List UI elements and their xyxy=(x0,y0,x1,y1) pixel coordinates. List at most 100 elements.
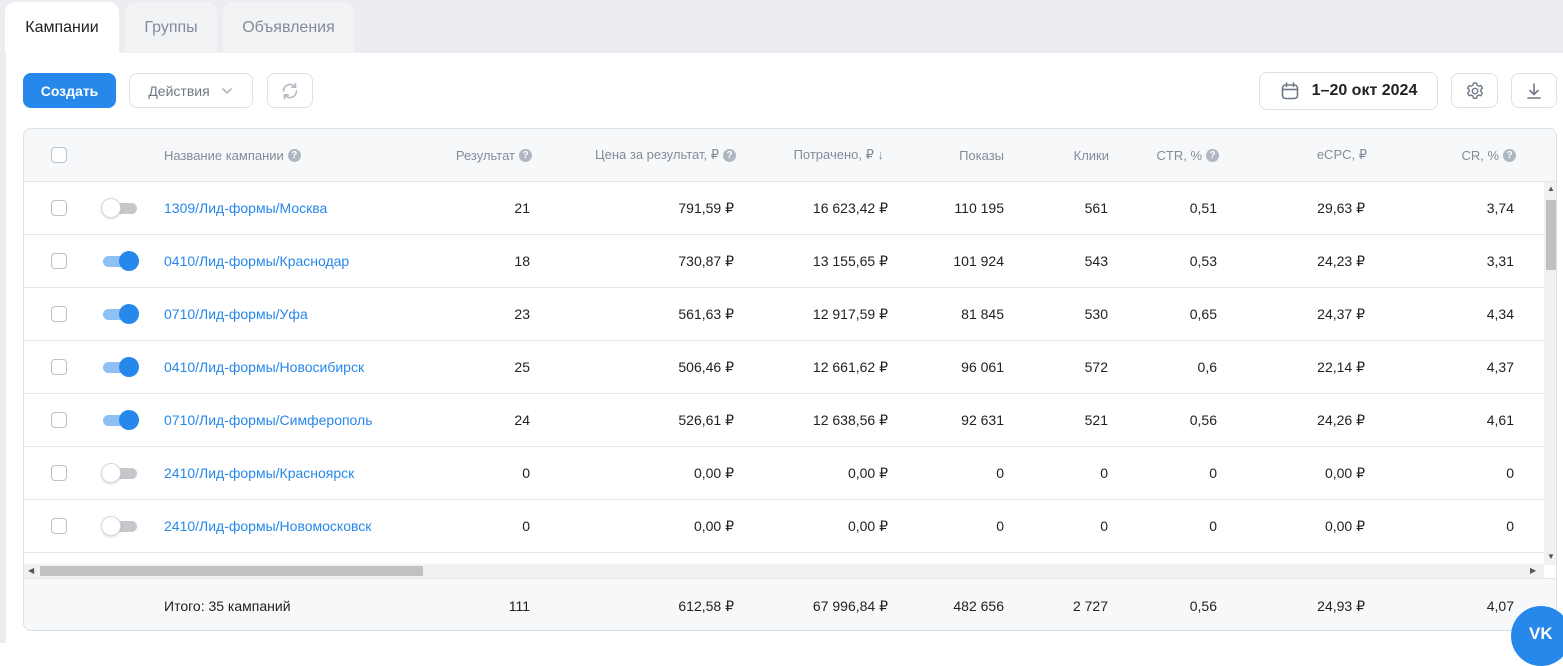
row-checkbox[interactable] xyxy=(51,253,67,269)
campaign-status-toggle[interactable] xyxy=(101,410,139,430)
tab-groups[interactable]: Группы xyxy=(125,2,217,53)
cell-result: 21 xyxy=(514,200,530,216)
table-row[interactable]: 2410/Лид-формы/Новомосковск 0 0,00 ₽ 0,00 ₽… xyxy=(24,500,1544,553)
cell-shows: 96 061 xyxy=(961,359,1004,375)
row-checkbox[interactable] xyxy=(51,412,67,428)
totals-clicks: 2 727 xyxy=(1072,598,1108,614)
header-ctr[interactable]: CTR, %? xyxy=(1124,129,1219,181)
cell-result: 23 xyxy=(514,306,530,322)
campaign-status-toggle[interactable] xyxy=(101,516,139,536)
table-header: Название кампании? Результат? Цена за ре… xyxy=(24,129,1556,182)
header-cr[interactable]: CR, %? xyxy=(1404,129,1516,181)
refresh-button[interactable] xyxy=(267,73,313,108)
cell-ecpc: 24,23 ₽ xyxy=(1317,252,1365,269)
gear-icon xyxy=(1466,81,1483,99)
header-clicks[interactable]: Клики xyxy=(1073,147,1109,163)
campaign-name-link[interactable]: 0710/Лид-формы/Уфа xyxy=(164,306,308,322)
scroll-right-arrow[interactable]: ▶ xyxy=(1530,566,1537,575)
table-row[interactable]: 0410/Лид-формы/Новосибирск 25 506,46 ₽ 12 6… xyxy=(24,341,1544,394)
cell-ecpc: 22,14 ₽ xyxy=(1317,358,1365,375)
actions-dropdown[interactable]: Действия xyxy=(129,73,253,108)
totals-ecpc: 24,93 ₽ xyxy=(1317,597,1365,614)
row-checkbox[interactable] xyxy=(51,518,67,534)
cell-shows: 0 xyxy=(996,518,1004,534)
campaign-name-link[interactable]: 2410/Лид-формы/Новомосковск xyxy=(164,518,372,534)
scroll-left-arrow[interactable]: ◀ xyxy=(28,566,35,575)
header-price[interactable]: Цена за результат, ₽? xyxy=(554,129,736,181)
cell-ecpc: 24,37 ₽ xyxy=(1317,305,1365,322)
cell-price: 506,46 ₽ xyxy=(678,358,734,375)
cell-spent: 12 917,59 ₽ xyxy=(812,305,888,322)
totals-price: 612,58 ₽ xyxy=(678,597,734,614)
refresh-icon xyxy=(282,82,298,99)
cell-cr: 3,74 xyxy=(1486,200,1514,216)
cell-clicks: 543 xyxy=(1084,253,1108,269)
scroll-down-arrow[interactable]: ▼ xyxy=(1547,552,1555,561)
table-row[interactable]: 0710/Лид-формы/Уфа 23 561,63 ₽ 12 917,59 ₽ 8… xyxy=(24,288,1544,341)
date-range-picker[interactable]: 1–20 окт 2024 xyxy=(1259,72,1438,110)
cell-price: 526,61 ₽ xyxy=(678,411,734,428)
row-checkbox[interactable] xyxy=(51,465,67,481)
campaign-status-toggle[interactable] xyxy=(101,198,139,218)
campaign-name-link[interactable]: 1309/Лид-формы/Москва xyxy=(164,200,328,216)
cell-price: 791,59 ₽ xyxy=(678,199,734,216)
totals-cr: 4,07 xyxy=(1486,598,1514,614)
actions-label: Действия xyxy=(148,82,210,99)
cell-spent: 16 623,42 ₽ xyxy=(812,199,888,216)
settings-button[interactable] xyxy=(1451,73,1498,108)
scroll-up-arrow[interactable]: ▲ xyxy=(1547,184,1555,193)
create-button[interactable]: Создать xyxy=(23,73,116,108)
table-row[interactable]: 0710/Лид-формы/Симферополь 24 526,61 ₽ 12 6… xyxy=(24,394,1544,447)
campaign-status-toggle[interactable] xyxy=(101,357,139,377)
vk-logo-button[interactable]: VK xyxy=(1511,606,1563,666)
horizontal-scrollbar[interactable]: ◀ ▶ xyxy=(24,564,1544,578)
cell-result: 25 xyxy=(514,359,530,375)
campaign-name-link[interactable]: 0410/Лид-формы/Новосибирск xyxy=(164,359,365,375)
cell-clicks: 0 xyxy=(1100,465,1108,481)
vertical-scrollbar-thumb[interactable] xyxy=(1546,200,1556,270)
campaign-status-toggle[interactable] xyxy=(101,304,139,324)
help-icon[interactable]: ? xyxy=(1503,148,1516,162)
cell-spent: 12 661,62 ₽ xyxy=(812,358,888,375)
header-shows[interactable]: Показы xyxy=(959,147,1004,163)
cell-clicks: 0 xyxy=(1100,518,1108,534)
totals-ctr: 0,56 xyxy=(1189,598,1217,614)
tab-ads[interactable]: Объявления xyxy=(223,2,354,53)
cell-ctr: 0 xyxy=(1209,518,1217,534)
help-icon[interactable]: ? xyxy=(519,148,532,162)
row-checkbox[interactable] xyxy=(51,359,67,375)
cell-shows: 81 845 xyxy=(961,306,1004,322)
table-row[interactable]: 1309/Лид-формы/Москва 21 791,59 ₽ 16 623,42… xyxy=(24,182,1544,235)
cell-cr: 0 xyxy=(1506,518,1514,534)
table-row[interactable]: 2410/Лид-формы/Красноярск 0 0,00 ₽ 0,00 ₽ 0 0… xyxy=(24,447,1544,500)
tab-campaigns[interactable]: Кампании xyxy=(5,2,119,53)
campaign-name-link[interactable]: 0710/Лид-формы/Симферополь xyxy=(164,412,373,428)
cell-ctr: 0,56 xyxy=(1189,412,1217,428)
cell-cr: 4,34 xyxy=(1486,306,1514,322)
vertical-scrollbar[interactable]: ▲ ▼ xyxy=(1544,182,1556,565)
cell-spent: 12 638,56 ₽ xyxy=(812,411,888,428)
cell-spent: 0,00 ₽ xyxy=(847,464,888,481)
campaign-status-toggle[interactable] xyxy=(101,463,139,483)
row-checkbox[interactable] xyxy=(51,306,67,322)
help-icon[interactable]: ? xyxy=(723,148,736,162)
header-spent[interactable]: Потрачено, ₽ ↓ xyxy=(793,147,884,162)
campaign-status-toggle[interactable] xyxy=(101,251,139,271)
table-row[interactable]: 0410/Лид-формы/Краснодар 18 730,87 ₽ 13 155… xyxy=(24,235,1544,288)
header-campaign-name[interactable]: Название кампании? xyxy=(164,129,301,181)
campaign-name-link[interactable]: 2410/Лид-формы/Красноярск xyxy=(164,465,355,481)
header-result[interactable]: Результат? xyxy=(424,129,532,181)
row-checkbox[interactable] xyxy=(51,200,67,216)
cell-result: 24 xyxy=(514,412,530,428)
horizontal-scrollbar-thumb[interactable] xyxy=(40,566,423,576)
help-icon[interactable]: ? xyxy=(1206,148,1219,162)
cell-ctr: 0,51 xyxy=(1189,200,1217,216)
date-range-label: 1–20 окт 2024 xyxy=(1311,82,1418,99)
cell-ecpc: 0,00 ₽ xyxy=(1324,517,1365,534)
help-icon[interactable]: ? xyxy=(287,148,301,162)
campaign-name-link[interactable]: 0410/Лид-формы/Краснодар xyxy=(164,253,350,269)
download-button[interactable] xyxy=(1511,73,1557,108)
select-all-checkbox[interactable] xyxy=(51,147,67,163)
cell-ecpc: 0,00 ₽ xyxy=(1324,464,1365,481)
header-ecpc[interactable]: eCPC, ₽ xyxy=(1316,147,1367,162)
